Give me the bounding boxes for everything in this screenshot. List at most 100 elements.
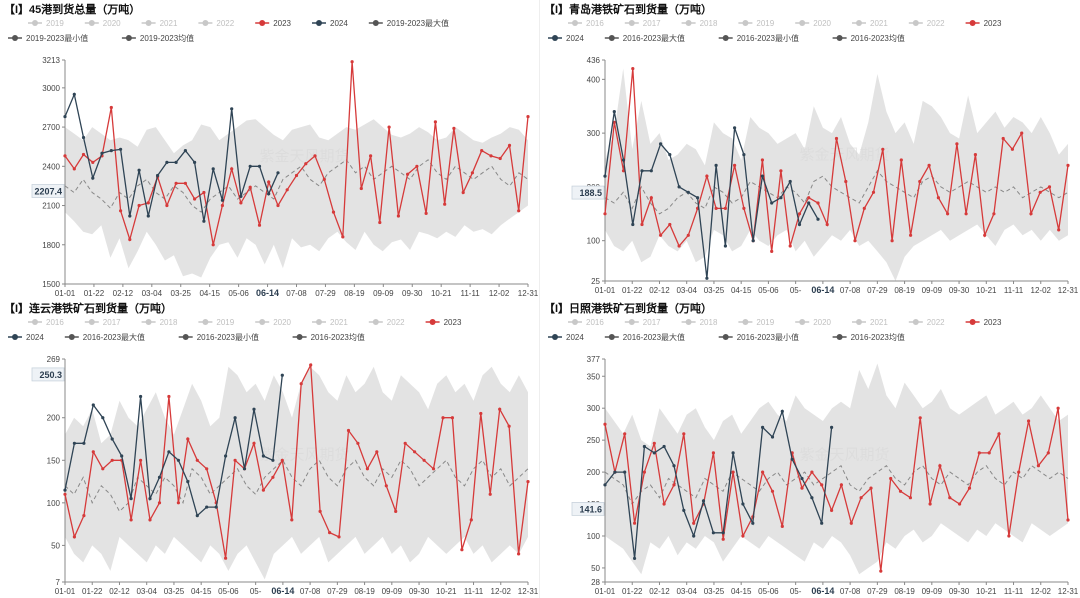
legend-item[interactable]: 2016-2023最大值 bbox=[604, 332, 685, 342]
legend-item[interactable]: 2017 bbox=[624, 19, 661, 28]
series-2024-point bbox=[649, 169, 653, 173]
series-2024-point bbox=[110, 437, 114, 441]
series-2024-point bbox=[120, 454, 124, 458]
legend-item[interactable]: 2016 bbox=[568, 318, 604, 327]
series-2024-point bbox=[672, 464, 676, 468]
series-2023-point bbox=[202, 190, 206, 195]
series-2024-point bbox=[128, 214, 132, 218]
x-tick-label: 03-25 bbox=[164, 587, 185, 596]
legend-item[interactable]: 2020 bbox=[255, 318, 292, 327]
series-2023-point bbox=[642, 470, 646, 474]
series-2023-point bbox=[1029, 212, 1033, 216]
x-tick-label: 10-21 bbox=[431, 289, 452, 298]
legend-item[interactable]: 2019-2023均值 bbox=[121, 33, 194, 43]
legend-item[interactable]: 2016-2023最小值 bbox=[178, 332, 259, 342]
series-2024-point bbox=[91, 176, 95, 180]
legend-item[interactable]: 2016-2023最大值 bbox=[64, 332, 145, 342]
legend-item[interactable]: 2024 bbox=[548, 34, 584, 43]
series-2023-point bbox=[633, 521, 637, 525]
legend-item[interactable]: 2016-2023最大值 bbox=[604, 33, 685, 43]
legend-item[interactable]: 2022 bbox=[908, 19, 945, 28]
series-2023-point bbox=[1057, 228, 1061, 232]
x-tick-label: 07-08 bbox=[840, 587, 861, 596]
series-2023-point bbox=[721, 537, 725, 541]
series-2023-point bbox=[760, 158, 764, 162]
legend-item[interactable]: 2019 bbox=[738, 19, 775, 28]
series-2024-point bbox=[119, 147, 123, 151]
legend-item[interactable]: 2016-2023最小值 bbox=[718, 332, 799, 342]
legend-item[interactable]: 2016-2023最小值 bbox=[718, 33, 799, 43]
legend-label: 2024 bbox=[566, 333, 584, 342]
legend-item[interactable]: 2019-2023最小值 bbox=[8, 33, 88, 43]
series-2024-point bbox=[721, 531, 725, 535]
chart-title: 【I】连云港铁矿石到货量（万吨） bbox=[4, 301, 172, 315]
legend-item[interactable]: 2020 bbox=[84, 19, 121, 28]
series-2023-point bbox=[603, 422, 607, 426]
legend-marker bbox=[145, 20, 152, 26]
legend-item[interactable]: 2017 bbox=[624, 318, 661, 327]
y-tick-label: 2400 bbox=[42, 162, 60, 171]
legend-marker bbox=[685, 319, 692, 325]
series-2023-point bbox=[1046, 451, 1050, 455]
legend-item[interactable]: 2024 bbox=[8, 333, 44, 342]
x-tick-label: 03-04 bbox=[676, 587, 697, 596]
legend-item[interactable]: 2017 bbox=[84, 318, 121, 327]
series-2024-point bbox=[157, 475, 162, 479]
legend-item[interactable]: 2021 bbox=[852, 318, 888, 327]
series-2024-point bbox=[701, 499, 706, 503]
legend-item[interactable]: 2016-2023均值 bbox=[832, 33, 905, 43]
legend-item[interactable]: 2023 bbox=[425, 318, 462, 327]
legend-item[interactable]: 2019-2023最大值 bbox=[368, 18, 449, 28]
series-2023-point bbox=[396, 214, 400, 218]
series-2023-point bbox=[973, 153, 977, 157]
legend-marker bbox=[912, 319, 919, 325]
x-tick-label: 10-21 bbox=[976, 587, 997, 596]
legend-item[interactable]: 2022 bbox=[368, 318, 405, 327]
legend-marker bbox=[742, 319, 749, 325]
legend-marker bbox=[836, 334, 843, 340]
series-2023-point bbox=[394, 509, 398, 513]
legend-item[interactable]: 2019 bbox=[738, 318, 775, 327]
series-2023-point bbox=[992, 212, 996, 216]
legend-item[interactable]: 2018 bbox=[681, 19, 718, 28]
series-2024-point bbox=[830, 425, 834, 429]
legend-label: 2016-2023最小值 bbox=[737, 33, 799, 43]
x-tick-label: 03-25 bbox=[171, 289, 192, 298]
legend-item[interactable]: 2016-2023均值 bbox=[832, 332, 905, 342]
legend-item[interactable]: 2019 bbox=[198, 318, 235, 327]
legend-item[interactable]: 2021 bbox=[141, 19, 178, 28]
chart-panel-lianyungang: 【I】连云港铁矿石到货量（万吨） 2016 2017 2018 2019 2020 2021… bbox=[0, 299, 540, 598]
x-tick-label: 09-30 bbox=[409, 587, 430, 596]
series-2024-point bbox=[733, 126, 737, 130]
legend-item[interactable]: 2016 bbox=[28, 318, 64, 327]
legend-marker bbox=[88, 319, 95, 325]
x-tick-label: 01-22 bbox=[84, 289, 105, 298]
legend-item[interactable]: 2022 bbox=[198, 19, 235, 28]
x-tick-label: 02-12 bbox=[649, 587, 670, 596]
legend-item[interactable]: 2020 bbox=[795, 318, 832, 327]
legend-item[interactable]: 2022 bbox=[908, 318, 945, 327]
legend-item[interactable]: 2021 bbox=[312, 318, 348, 327]
y-tick-label: 50 bbox=[591, 564, 600, 573]
legend-item[interactable]: 2023 bbox=[965, 19, 1002, 28]
series-2023-point bbox=[174, 181, 178, 185]
legend-item[interactable]: 2016-2023均值 bbox=[292, 332, 365, 342]
legend-item[interactable]: 2023 bbox=[965, 318, 1002, 327]
legend-item[interactable]: 2019 bbox=[28, 19, 64, 28]
legend-item[interactable]: 2024 bbox=[548, 333, 584, 342]
legend-item[interactable]: 2018 bbox=[141, 318, 178, 327]
x-tick-label: 10-21 bbox=[436, 587, 457, 596]
legend-item[interactable]: 2023 bbox=[255, 19, 292, 28]
chart-panel-rizhao: 【I】日照港铁矿石到货量（万吨） 2016 2017 2018 2019 2020 2021… bbox=[540, 299, 1080, 598]
legend-item[interactable]: 2021 bbox=[852, 19, 888, 28]
legend-item[interactable]: 2020 bbox=[795, 19, 832, 28]
series-2024-point bbox=[696, 196, 700, 200]
legend-item[interactable]: 2018 bbox=[681, 318, 718, 327]
series-2023-point bbox=[328, 531, 332, 535]
legend-item[interactable]: 2024 bbox=[312, 19, 348, 28]
series-2024-point bbox=[668, 153, 672, 157]
series-2024-point bbox=[224, 454, 228, 458]
legend-item[interactable]: 2016 bbox=[568, 19, 604, 28]
series-2024-point bbox=[631, 222, 635, 227]
series-2023-point bbox=[899, 158, 903, 162]
